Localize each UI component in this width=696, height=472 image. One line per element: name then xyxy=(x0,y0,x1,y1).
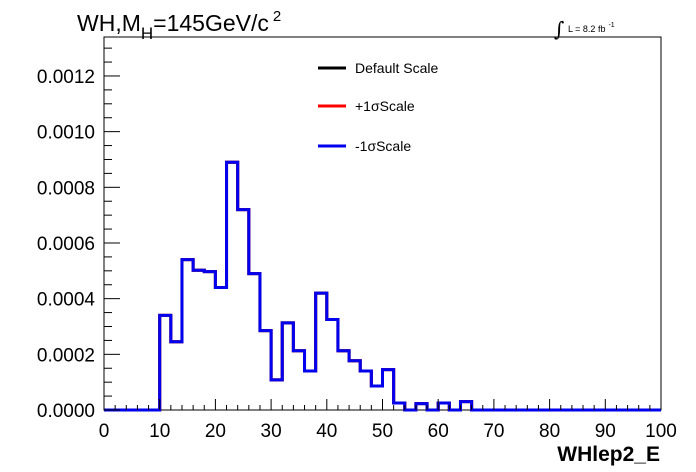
y-tick-label: 0.0006 xyxy=(37,234,95,255)
x-axis-ticks xyxy=(103,399,662,410)
histogram-line xyxy=(104,160,661,412)
legend-label: Default Scale xyxy=(355,60,438,76)
y-tick-label: 0.0002 xyxy=(37,345,95,366)
legend-label: +1σScale xyxy=(355,98,415,114)
y-tick-label: 0.0004 xyxy=(37,290,96,311)
x-tick-label: 40 xyxy=(316,421,337,442)
lumi-label: L = 8.2 fb -1 xyxy=(568,22,615,34)
lumi-integral-symbol: ∫ xyxy=(554,17,564,41)
chart-title: WH,MH=145GeV/c 2 xyxy=(77,8,281,43)
x-tick-label: 90 xyxy=(595,421,616,442)
x-tick-label: 70 xyxy=(483,421,504,442)
y-tick-label: 0.0012 xyxy=(37,67,95,88)
x-tick-label: 0 xyxy=(99,421,110,442)
x-axis-tick-labels: 0 10 20 30 40 50 60 70 80 90 100 xyxy=(99,421,677,442)
x-tick-label: 50 xyxy=(372,421,393,442)
x-tick-label: 100 xyxy=(645,421,677,442)
y-tick-label: 0.0010 xyxy=(37,123,95,144)
x-tick-label: 30 xyxy=(261,421,282,442)
x-tick-label: 80 xyxy=(539,421,560,442)
y-axis-ticks xyxy=(104,47,120,411)
plot-frame xyxy=(103,36,662,411)
x-tick-label: 20 xyxy=(205,421,226,442)
x-tick-label: 10 xyxy=(149,421,170,442)
x-tick-label: 60 xyxy=(428,421,449,442)
y-axis-tick-labels: 0.0000 0.0002 0.0004 0.0006 0.0008 0.0010 0.00… xyxy=(37,67,96,422)
legend: Default Scale +1σScale -1σScale xyxy=(318,60,438,154)
x-axis-title: WHlep2_E xyxy=(557,443,660,466)
y-tick-label: 0.0000 xyxy=(37,401,95,422)
legend-label: -1σScale xyxy=(355,138,411,154)
histogram-series-group xyxy=(104,160,661,412)
y-tick-label: 0.0008 xyxy=(37,178,95,199)
